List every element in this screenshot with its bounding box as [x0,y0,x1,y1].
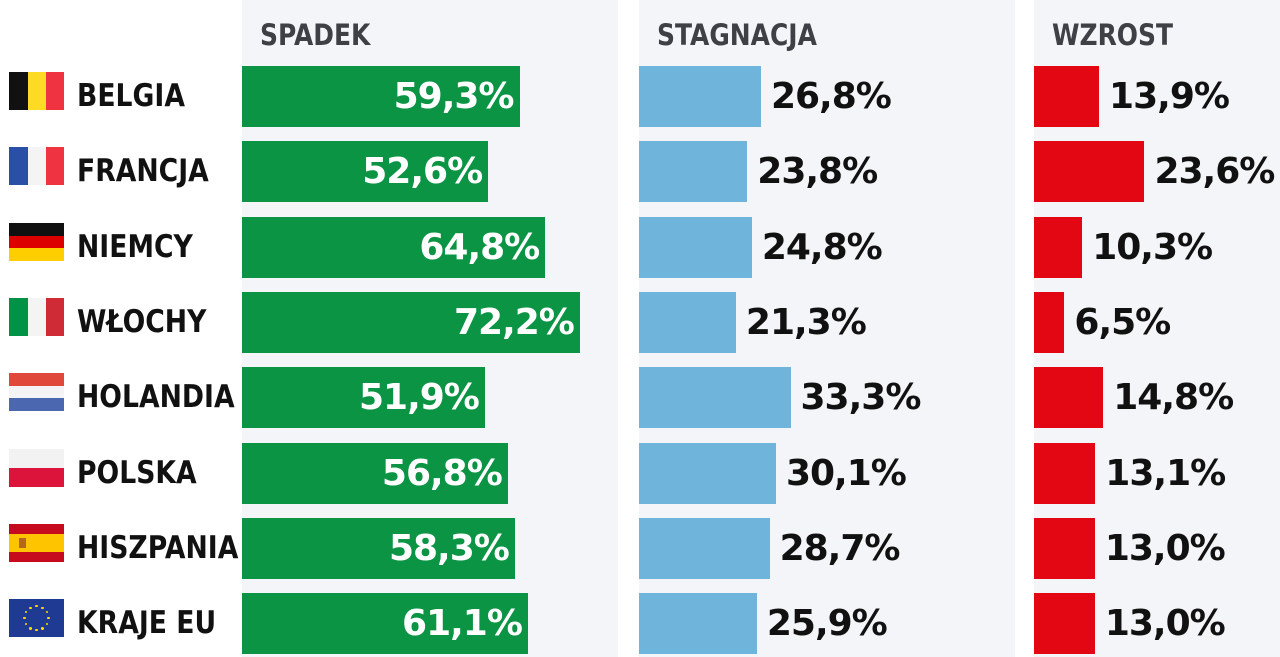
bar-stagnacja [639,66,761,127]
bar-stagnacja [639,517,770,579]
bar-wzrost [1034,517,1095,579]
poland-flag-icon [9,448,64,487]
data-label: 13,0% [1104,603,1226,645]
data-label: 51,9% [358,377,480,419]
bar-wzrost [1034,216,1083,278]
data-label: 59,3% [393,76,515,117]
bar-spadek [242,216,546,278]
data-label: 30,1% [785,452,907,494]
category-label: FRANCJA [77,153,209,190]
bar-wzrost [1034,66,1100,127]
belgium-flag-icon [9,72,64,110]
france-flag-icon [9,147,64,186]
data-label: 14,8% [1113,377,1234,419]
spain-flag-icon [9,523,64,562]
bar-stagnacja [639,442,776,504]
category-label: HISZPANIA [77,529,239,566]
bar-spadek [242,517,515,579]
data-label: 13,9% [1109,76,1230,117]
bar-wzrost [1034,442,1096,504]
data-label: 52,6% [362,151,483,193]
data-label: 24,8% [761,226,883,268]
data-label: 58,3% [388,527,510,569]
bar-stagnacja [639,141,748,203]
bar-stagnacja [639,216,752,278]
category-label: HOLANDIA [77,379,235,416]
data-label: 6,5% [1074,301,1171,343]
bar-stagnacja [639,367,791,429]
bar-spadek [242,66,520,127]
data-label: 61,1% [402,603,523,645]
bar-wzrost [1034,367,1104,429]
data-label: 26,8% [770,76,892,117]
column-header: STAGNACJA [657,18,817,52]
data-label: 72,2% [453,301,575,343]
data-label: 13,0% [1104,527,1226,569]
netherlands-flag-icon [9,373,64,412]
bar-wzrost [1034,593,1095,655]
bar-spadek [242,367,485,429]
data-label: 33,3% [800,377,922,419]
category-label: NIEMCY [77,228,193,265]
bar-spadek [242,593,528,655]
data-label: 13,1% [1105,452,1226,494]
data-label: 23,8% [757,151,878,193]
category-label: WŁOCHY [77,303,207,340]
category-label: BELGIA [77,78,185,114]
bar-wzrost [1034,141,1145,203]
bar-spadek [242,141,489,203]
column-header: WZROST [1052,18,1173,52]
bar-stagnacja [639,593,757,655]
bar-wzrost [1034,291,1065,353]
eu-flag-icon [9,599,64,638]
category-label: POLSKA [77,454,197,491]
data-label: 10,3% [1092,226,1213,268]
data-label: 21,3% [745,301,867,343]
column-header: SPADEK [260,18,371,52]
germany-flag-icon [9,222,64,261]
data-label: 23,6% [1154,151,1275,193]
data-label: 64,8% [419,226,540,268]
italy-flag-icon [9,297,64,336]
data-label: 25,9% [766,603,888,645]
bar-spadek [242,291,580,353]
bar-spadek [242,442,508,504]
bar-stagnacja [639,291,736,353]
category-label: KRAJE EU [77,605,217,642]
data-label: 28,7% [779,527,901,569]
data-label: 56,8% [381,452,503,494]
